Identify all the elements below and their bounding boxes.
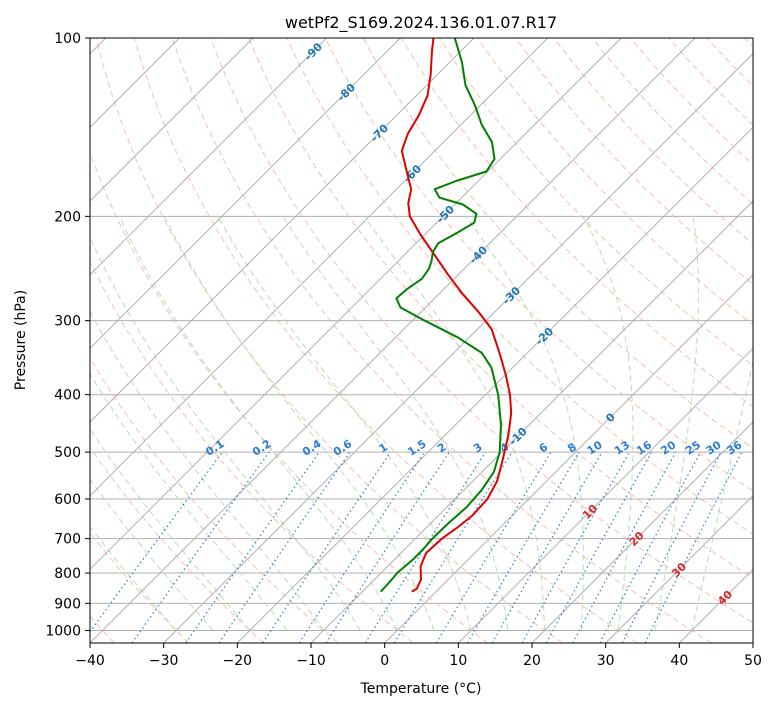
- mixing-ratio-line: [435, 451, 552, 643]
- mixing-ratio-line: [599, 451, 702, 643]
- temperature-profile-line: [400, 38, 513, 593]
- y-tick-label: 200: [54, 209, 81, 225]
- x-tick-label: −40: [75, 653, 105, 669]
- isotherm-gridline: [90, 38, 696, 643]
- chart-title: wetPf2_S169.2024.136.01.07.R17: [285, 13, 557, 33]
- moist-adiabat-line: [163, 216, 435, 631]
- y-tick-label: 900: [54, 596, 81, 612]
- isotherm-gridline: [384, 273, 753, 643]
- mixing-ratio-line: [572, 451, 677, 643]
- y-tick-label: 800: [54, 566, 81, 582]
- dry-adiabat-line: [248, 38, 753, 579]
- mixing-ratio-line: [262, 451, 392, 643]
- moist-adiabat-line: [282, 216, 509, 631]
- x-tick-label: −30: [149, 653, 179, 669]
- moist-adiabat-line: [465, 216, 584, 631]
- x-tick-label: 30: [597, 653, 615, 669]
- y-tick-label: 100: [54, 31, 81, 47]
- dry-adiabat-line: [90, 446, 264, 643]
- dry-adiabat-line: [286, 38, 753, 535]
- isotherm-gridline: [310, 200, 753, 643]
- isotherm-gridline: [531, 421, 753, 643]
- dry-adiabat-line: [515, 38, 753, 285]
- y-tick-label: 300: [54, 314, 81, 330]
- moist-adiabat-line: [217, 216, 472, 631]
- moist-adiabat-line: [691, 358, 753, 631]
- isotherm-gridline: [605, 494, 753, 643]
- isotherm-gridline: [90, 38, 549, 497]
- x-tick-label: −20: [223, 653, 253, 669]
- sounding-series: [380, 38, 513, 593]
- mixing-ratio-line: [131, 451, 270, 643]
- mixing-ratio-line: [466, 451, 580, 643]
- dewpoint-profile-line: [380, 38, 502, 593]
- dry-adiabat-line: [171, 38, 712, 643]
- plot-frame: [89, 37, 754, 644]
- mixing-ratio-lines: [90, 451, 743, 643]
- x-axis-label: Temperature (°C): [360, 681, 482, 697]
- isotherm-gridline: [457, 347, 753, 643]
- dry-adiabat-line: [90, 260, 414, 643]
- isotherm-gridline: [90, 38, 401, 350]
- dry-adiabat-line: [324, 38, 753, 492]
- isotherm-gridline: [90, 38, 622, 571]
- moist-adiabats: [90, 216, 753, 631]
- y-tick-label: 600: [54, 492, 81, 508]
- y-tick-label: 500: [54, 445, 81, 461]
- moist-adiabat-line: [582, 216, 634, 631]
- y-tick-label: 1000: [45, 623, 81, 639]
- mixing-ratio-line: [185, 451, 320, 643]
- x-tick-label: 50: [744, 653, 762, 669]
- mixing-ratio-line: [393, 451, 513, 643]
- mixing-ratio-line: [218, 451, 351, 643]
- plot-area: 0.10.20.40.611.52346810131620253036-100-…: [90, 38, 753, 643]
- moist-adiabat-line: [90, 372, 288, 631]
- moist-adiabat-line: [90, 478, 214, 631]
- y-axis-label: Pressure (hPa): [13, 290, 29, 390]
- x-tick-label: −10: [296, 653, 326, 669]
- isotherm-gridline: [90, 38, 328, 276]
- isotherm-gridlines: [90, 38, 753, 643]
- x-tick-label: 10: [449, 653, 467, 669]
- moist-adiabat-line: [90, 310, 324, 631]
- x-tick-label: 0: [380, 653, 389, 669]
- y-tick-label: 700: [54, 532, 81, 548]
- dry-adiabat-line: [210, 38, 753, 624]
- dry-adiabat-line: [95, 38, 563, 643]
- moist-adiabat-line: [654, 216, 699, 631]
- isotherm-gridline: [90, 38, 475, 423]
- moist-adiabat-line: [90, 236, 361, 631]
- isotherm-gridline: [236, 126, 753, 643]
- x-tick-label: 40: [670, 653, 688, 669]
- x-axis: −40 −30 −20 −10 0 10 20 30 40 50: [75, 643, 762, 669]
- dry-adiabat-line: [133, 38, 638, 643]
- pressure-gridlines: [90, 38, 753, 631]
- y-axis: 100 200 300 400 500 600 700 800 900 1000: [45, 31, 90, 639]
- moist-adiabat-line: [90, 428, 251, 631]
- isotherm-gridline: [163, 52, 753, 643]
- mixing-ratio-line: [325, 451, 450, 643]
- mixing-ratio-line: [364, 451, 486, 643]
- isotherm-gridline: [90, 38, 254, 202]
- x-tick-label: 20: [523, 653, 541, 669]
- y-tick-label: 400: [54, 388, 81, 404]
- mixing-ratio-line: [298, 451, 425, 643]
- moist-adiabat-line: [119, 216, 398, 631]
